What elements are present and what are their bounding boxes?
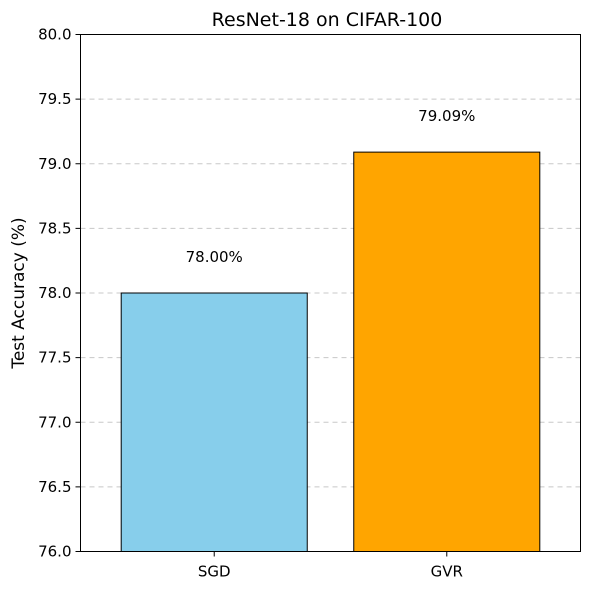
bars bbox=[120, 151, 541, 552]
y-tick-label: 78.5 bbox=[38, 219, 71, 237]
data-labels: 78.00% 79.09% bbox=[186, 107, 476, 266]
y-tick-label: 79.5 bbox=[38, 90, 71, 108]
x-tick-label-sgd: SGD bbox=[198, 563, 231, 581]
y-tick-label: 80.0 bbox=[38, 26, 71, 44]
y-tick-label: 76.5 bbox=[38, 478, 71, 496]
y-axis-ticks: 76.0 76.5 77.0 77.5 78.0 78.5 79.0 79.5 80.0 bbox=[38, 26, 81, 561]
bar-sgd bbox=[120, 292, 308, 552]
y-tick-label: 77.0 bbox=[38, 413, 71, 431]
data-label-gvr: 79.09% bbox=[418, 107, 475, 125]
y-axis-label: Test Accuracy (%) bbox=[9, 217, 29, 369]
x-tick-label-gvr: GVR bbox=[431, 563, 463, 581]
x-axis-ticks: SGD GVR bbox=[198, 551, 463, 581]
data-label-sgd: 78.00% bbox=[186, 248, 243, 266]
y-tick-label: 77.5 bbox=[38, 349, 71, 367]
y-tick-label: 76.0 bbox=[38, 543, 71, 561]
y-tick-label: 79.0 bbox=[38, 155, 71, 173]
chart-title: ResNet-18 on CIFAR-100 bbox=[212, 9, 443, 31]
bar-gvr bbox=[353, 151, 541, 552]
y-tick-label: 78.0 bbox=[38, 284, 71, 302]
